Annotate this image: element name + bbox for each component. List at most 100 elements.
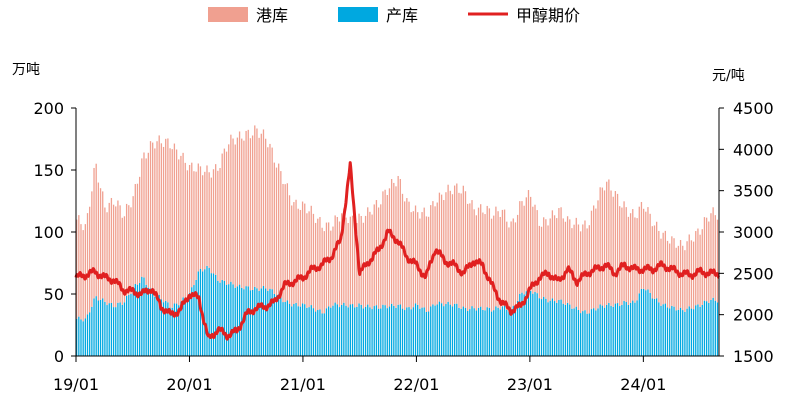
bar-factory-inventory	[134, 283, 136, 356]
bar-factory-inventory	[438, 301, 441, 356]
bar-factory-inventory	[623, 300, 625, 356]
bar-port-inventory	[712, 207, 714, 298]
bar-port-inventory	[343, 208, 345, 303]
bar-factory-inventory	[186, 297, 189, 356]
bar-port-inventory	[123, 216, 126, 303]
bar-factory-inventory	[471, 306, 473, 356]
bar-factory-inventory	[108, 303, 110, 356]
bar-port-inventory	[619, 206, 621, 307]
bar-factory-inventory	[97, 300, 100, 356]
bar-port-inventory	[191, 162, 193, 288]
bar-factory-inventory	[156, 295, 158, 356]
bar-factory-inventory	[671, 305, 673, 356]
bar-port-inventory	[167, 138, 169, 303]
bar-port-inventory	[136, 183, 139, 285]
bar-factory-inventory	[319, 309, 321, 356]
bar-port-inventory	[312, 213, 315, 309]
bar-factory-inventory	[273, 293, 275, 356]
bar-port-inventory	[523, 205, 525, 295]
bar-factory-inventory	[332, 305, 334, 356]
bar-port-inventory	[251, 135, 254, 290]
bar-factory-inventory	[386, 308, 388, 356]
bar-port-inventory	[145, 158, 147, 285]
bar-factory-inventory	[251, 289, 254, 356]
bar-port-inventory	[158, 135, 160, 295]
bar-factory-inventory	[451, 306, 454, 356]
bar-port-inventory	[599, 187, 601, 305]
bar-factory-inventory	[360, 304, 362, 356]
bar-port-inventory	[421, 212, 423, 308]
bar-port-inventory	[262, 129, 265, 286]
bar-factory-inventory	[384, 305, 386, 356]
legend-label-factory-inventory: 产库	[386, 6, 418, 25]
bar-factory-inventory	[284, 301, 286, 356]
bar-port-inventory	[575, 217, 577, 307]
bar-factory-inventory	[601, 305, 603, 356]
bar-port-inventory	[76, 219, 78, 319]
bar-port-inventory	[169, 148, 171, 308]
bar-port-inventory	[651, 226, 653, 299]
bar-factory-inventory	[606, 304, 608, 356]
bar-factory-inventory	[705, 301, 708, 356]
bar-port-inventory	[238, 131, 241, 285]
right-axis-tick-label: 4000	[733, 140, 774, 159]
bar-port-inventory	[536, 210, 538, 294]
bar-port-inventory	[545, 219, 547, 299]
bar-port-inventory	[553, 215, 556, 302]
bar-port-inventory	[649, 213, 651, 293]
bar-factory-inventory	[599, 304, 601, 356]
axes: 0 50 100 150 200 1500 2000 2500 3000 3500 4000 4500…	[33, 99, 773, 394]
bar-port-inventory	[503, 209, 506, 306]
x-axis-tick-label: 20/01	[166, 375, 212, 394]
bar-factory-inventory	[579, 313, 582, 356]
bar-port-inventory	[160, 143, 163, 300]
bar-factory-inventory	[508, 311, 510, 356]
bar-port-inventory	[319, 217, 321, 310]
bar-port-inventory	[464, 191, 467, 309]
bar-port-inventory	[423, 207, 425, 308]
bar-port-inventory	[110, 197, 113, 303]
bar-factory-inventory	[417, 304, 419, 356]
bar-port-inventory	[208, 172, 210, 268]
bar-port-inventory	[347, 223, 349, 308]
bar-port-inventory	[579, 231, 582, 314]
bar-factory-inventory	[514, 305, 517, 356]
bar-port-inventory	[106, 212, 108, 306]
bar-factory-inventory	[395, 307, 397, 356]
bar-factory-inventory	[545, 298, 547, 356]
bar-factory-inventory	[206, 265, 208, 356]
bar-factory-inventory	[78, 316, 80, 356]
bar-factory-inventory	[516, 300, 519, 356]
bar-port-inventory	[293, 202, 295, 304]
bar-factory-inventory	[314, 311, 317, 356]
bar-port-inventory	[156, 141, 158, 296]
bar-port-inventory	[273, 162, 275, 294]
bar-factory-inventory	[188, 292, 191, 356]
bar-port-inventory	[532, 206, 534, 294]
bar-factory-inventory	[254, 286, 256, 356]
bar-factory-inventory	[123, 302, 126, 356]
bar-factory-inventory	[627, 304, 630, 356]
bar-factory-inventory	[499, 309, 501, 356]
bar-factory-inventory	[162, 302, 165, 356]
bar-port-inventory	[175, 149, 178, 304]
bar-factory-inventory	[593, 308, 595, 356]
bar-factory-inventory	[154, 296, 156, 356]
bar-factory-inventory	[262, 285, 265, 356]
bar-factory-inventory	[149, 288, 152, 356]
bar-port-inventory	[488, 208, 491, 308]
bar-port-inventory	[325, 222, 328, 309]
bar-factory-inventory	[497, 307, 499, 356]
bar-factory-inventory	[540, 299, 543, 356]
bar-port-inventory	[204, 171, 206, 270]
bar-factory-inventory	[191, 287, 193, 356]
bar-port-inventory	[304, 203, 306, 305]
bar-port-inventory	[390, 179, 393, 304]
bar-factory-inventory	[327, 306, 330, 356]
bar-port-inventory	[601, 187, 603, 306]
bar-port-inventory	[219, 168, 221, 283]
bar-port-inventory	[417, 212, 419, 305]
bar-port-inventory	[571, 228, 573, 309]
bar-factory-inventory	[271, 289, 273, 356]
bar-port-inventory	[288, 195, 291, 304]
